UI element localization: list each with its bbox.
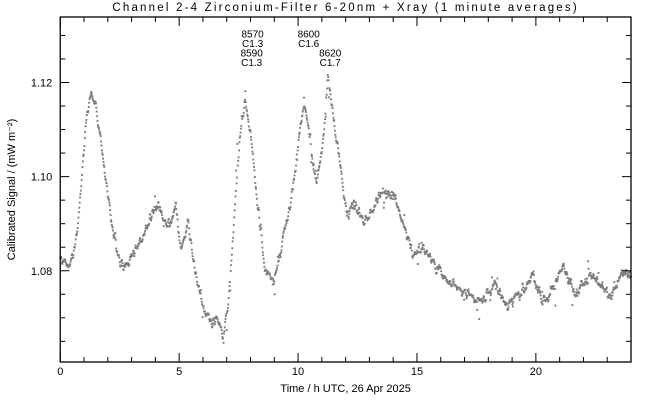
svg-text:20: 20	[530, 366, 542, 378]
svg-text:Calibrated Signal / (mW m⁻²): Calibrated Signal / (mW m⁻²)	[6, 119, 18, 261]
svg-text:0: 0	[57, 366, 63, 378]
svg-text:Channel 2-4 Zirconium-Filter: Channel 2-4 Zirconium-Filter 6-20nm + Xr…	[112, 2, 579, 14]
svg-text:Time / h UTC, 26 Apr 2025: Time / h UTC, 26 Apr 2025	[280, 383, 410, 395]
svg-text:1.12: 1.12	[31, 78, 52, 90]
svg-text:15: 15	[411, 366, 423, 378]
svg-text:C1.7: C1.7	[320, 58, 342, 69]
svg-text:1.10: 1.10	[31, 172, 52, 184]
svg-text:1.08: 1.08	[31, 266, 52, 278]
svg-text:5: 5	[176, 366, 182, 378]
svg-text:C1.3: C1.3	[241, 58, 263, 69]
svg-text:10: 10	[292, 366, 304, 378]
svg-text:C1.6: C1.6	[298, 39, 320, 50]
